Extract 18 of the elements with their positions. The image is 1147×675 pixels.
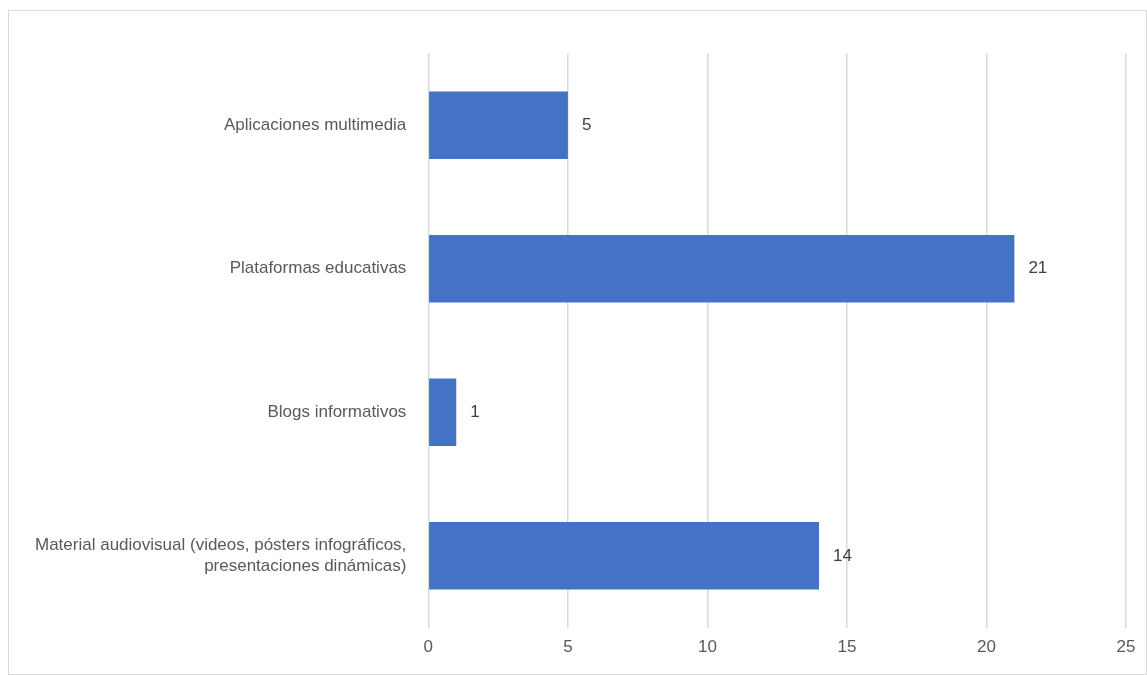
bar: [429, 91, 568, 159]
y-tick-label: Plataformas educativas: [229, 258, 407, 278]
data-label: 21: [1028, 258, 1048, 278]
y-tick-label: Aplicaciones multimedia: [223, 114, 407, 134]
bar: [429, 234, 1015, 303]
x-tick-label: 25: [1116, 637, 1136, 657]
bar: [429, 378, 457, 447]
bar: [429, 522, 820, 590]
y-tick-label: Blogs informativos: [267, 401, 407, 421]
data-label: 14: [833, 545, 852, 565]
x-tick-label: 0: [423, 637, 434, 657]
x-tick-label: 15: [837, 637, 857, 657]
x-tick-label: 5: [563, 637, 573, 657]
data-label: 5: [581, 114, 592, 134]
y-tick-label: Material audiovisual (videos, pósters infográficos, presentaciones dinámicas): [35, 535, 407, 575]
x-tick-label: 20: [977, 637, 996, 657]
data-label: 1: [470, 401, 480, 421]
x-tick-label: 10: [697, 637, 717, 657]
